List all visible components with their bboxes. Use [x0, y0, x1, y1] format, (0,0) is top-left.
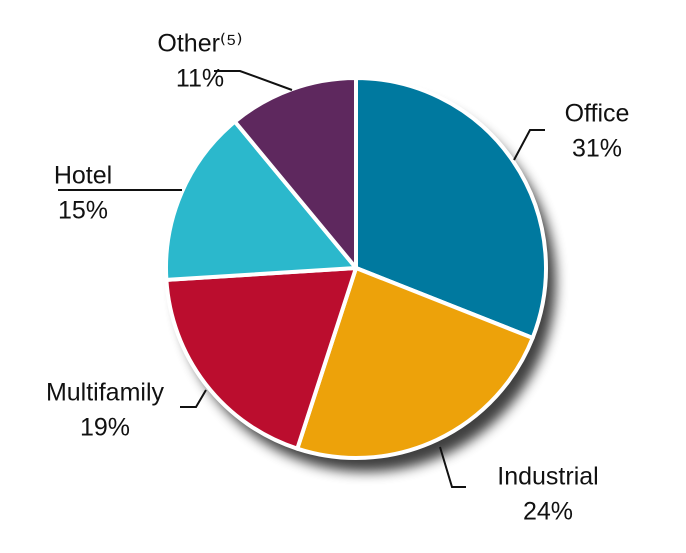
slice-value-label: 15%: [58, 197, 108, 225]
slice-label: Other⁽⁵⁾: [157, 30, 242, 58]
pie-slice: [295, 266, 535, 460]
leader-lines: [58, 70, 545, 488]
pie-slice: [164, 266, 358, 451]
leader-line: [513, 129, 545, 161]
pie: [164, 76, 548, 460]
leader-line: [180, 389, 207, 408]
pie-slice: [354, 76, 548, 340]
slice-label: Multifamily: [46, 379, 165, 407]
slice-value-label: 31%: [572, 135, 622, 163]
slice-label: Industrial: [497, 463, 598, 491]
slice-value-label: 19%: [80, 414, 130, 442]
slice-label: Hotel: [54, 162, 112, 190]
slice-value-label: 24%: [523, 498, 573, 526]
leader-line: [439, 446, 466, 488]
leader-line: [214, 70, 293, 91]
pie-slice: [164, 119, 358, 282]
slice-value-label: 11%: [176, 65, 224, 93]
slice-label: Office: [565, 100, 630, 128]
